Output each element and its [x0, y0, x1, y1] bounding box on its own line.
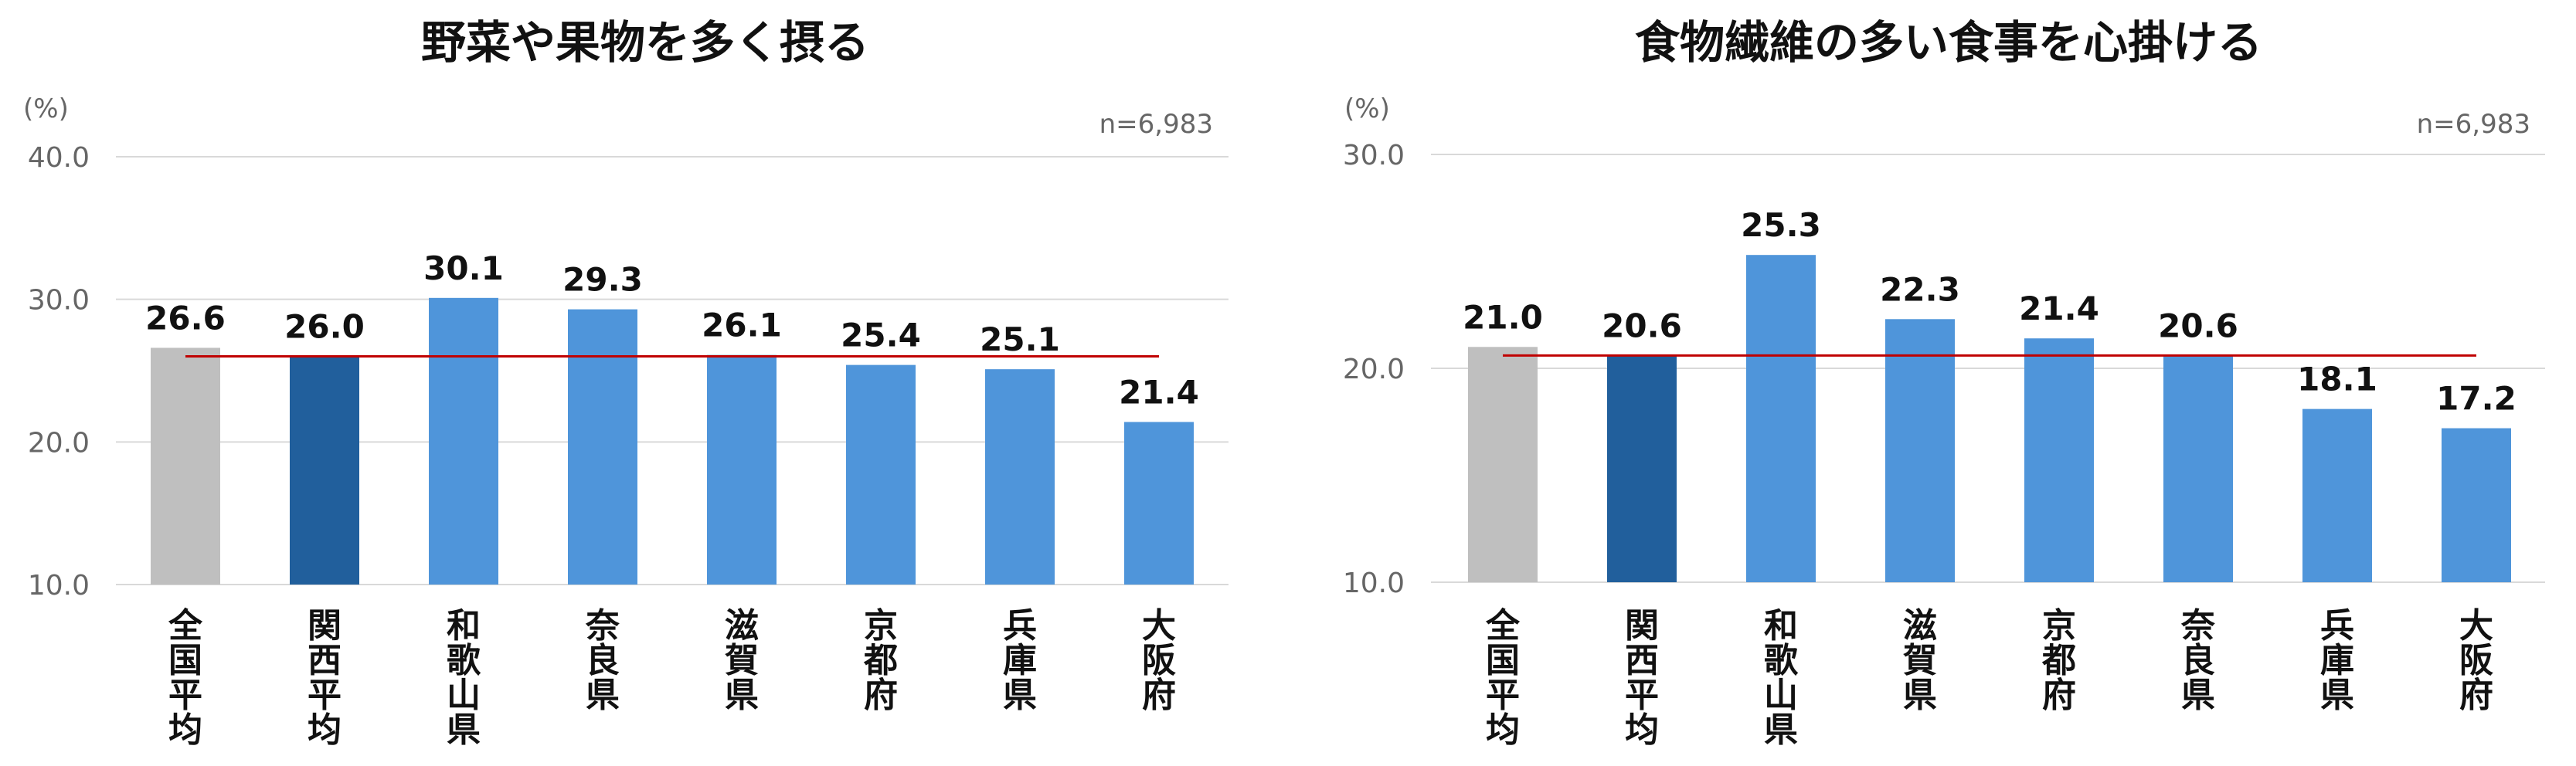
category-label: 京都府 [863, 606, 898, 715]
bar-8 [1124, 422, 1194, 585]
bar-5 [2024, 338, 2094, 582]
bar-4 [568, 309, 637, 585]
bar-2 [290, 356, 359, 585]
category-label: 関西平均 [308, 606, 342, 750]
chart-title: 食物繊維の多い食事を心掛ける [1635, 16, 2262, 69]
bar-3 [429, 297, 498, 585]
data-label: 21.4 [2019, 290, 2099, 327]
sample-size-label: n=6,983 [1099, 109, 1213, 140]
bar-chart-vegetables-fruits: 野菜や果物を多く摂る (%) n=6,983 10.0 20.0 30.0 40.0 26.6… [23, 16, 1229, 750]
bar-6 [846, 364, 916, 585]
chart-panel-vegetables: 野菜や果物を多く摂る (%) n=6,983 10.0 20.0 30.0 40.0 26.6… [23, 16, 1229, 750]
data-label: 26.0 [284, 308, 365, 346]
category-label: 兵庫県 [1003, 606, 1037, 715]
data-label: 26.6 [145, 299, 226, 337]
category-label: 兵庫県 [2320, 606, 2354, 715]
y-tick-label: 40.0 [28, 142, 90, 174]
data-label: 21.4 [1119, 373, 1199, 411]
data-label: 22.3 [1880, 270, 1960, 308]
category-label: 奈良県 [2180, 606, 2215, 715]
data-label: 25.3 [1741, 206, 1821, 244]
data-label: 18.1 [2297, 361, 2377, 398]
chart-panel-fiber: 食物繊維の多い食事を心掛ける (%) n=6,983 10.0 20.0 30.0 21.0… [1321, 0, 2576, 766]
bar-3 [1746, 255, 1816, 582]
bar-1 [1468, 347, 1538, 582]
data-label: 20.6 [2158, 307, 2238, 344]
category-label: 滋賀県 [725, 606, 759, 715]
unit-label: (%) [23, 93, 69, 124]
data-label: 30.1 [423, 249, 504, 287]
bar-1 [151, 347, 220, 585]
category-label: 全国平均 [168, 606, 203, 750]
category-label: 大阪府 [2459, 606, 2493, 715]
bar-7 [2302, 408, 2372, 582]
bar-2 [1607, 355, 1677, 582]
y-tick-label: 10.0 [1343, 568, 1405, 599]
data-label: 29.3 [562, 261, 643, 299]
y-tick-label: 10.0 [28, 570, 90, 602]
data-label: 25.1 [980, 320, 1060, 358]
category-label: 奈良県 [585, 606, 620, 715]
bar-chart-dietary-fiber: 食物繊維の多い食事を心掛ける (%) n=6,983 10.0 20.0 30.0 21.0… [1343, 16, 2545, 750]
category-label: 関西平均 [1625, 606, 1659, 750]
category-label: 滋賀県 [1903, 606, 1937, 715]
category-label: 京都府 [2041, 606, 2076, 715]
y-tick-label: 30.0 [28, 285, 90, 317]
bar-4 [1885, 319, 1955, 582]
category-label: 和歌山県 [1764, 606, 1799, 750]
data-label: 21.0 [1463, 298, 1543, 336]
category-label: 和歌山県 [447, 606, 481, 750]
y-tick-label: 30.0 [1343, 140, 1405, 171]
data-label: 26.1 [702, 307, 782, 344]
unit-label: (%) [1344, 93, 1390, 124]
y-tick-label: 20.0 [28, 427, 90, 459]
bar-6 [2163, 355, 2233, 582]
data-label: 25.4 [841, 317, 921, 354]
bar-7 [985, 369, 1055, 585]
data-label: 17.2 [2436, 380, 2517, 418]
sample-size-label: n=6,983 [2417, 109, 2530, 140]
chart-title: 野菜や果物を多く摂る [421, 16, 869, 69]
y-tick-label: 20.0 [1343, 354, 1405, 385]
category-label: 全国平均 [1485, 606, 1521, 750]
category-label: 大阪府 [1142, 606, 1176, 715]
bar-5 [707, 354, 777, 585]
bar-8 [2442, 428, 2511, 582]
data-label: 20.6 [1602, 307, 1682, 344]
